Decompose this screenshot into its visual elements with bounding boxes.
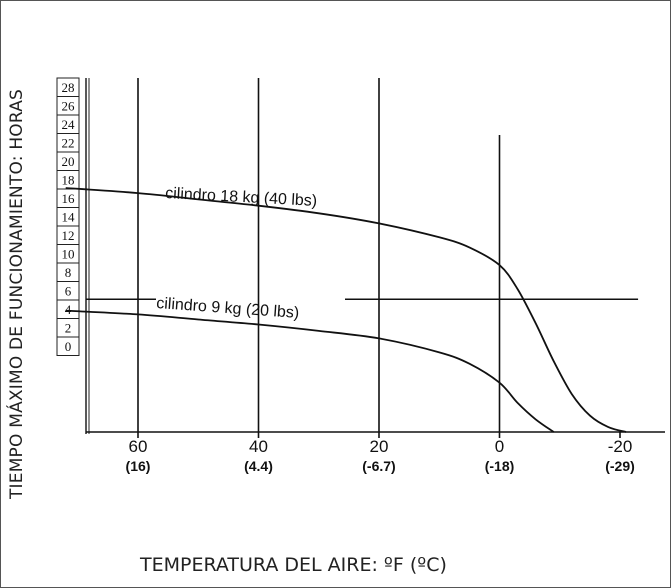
x-tick-label-f: 60 <box>129 437 148 456</box>
y-tick-column <box>56 77 80 356</box>
y-axis-label: TIEMPO MÁXIMO DE FUNCIONAMIENTO: HORAS <box>7 88 27 500</box>
y-axis-label-area: TIEMPO MÁXIMO DE FUNCIONAMIENTO: HORAS <box>0 0 34 588</box>
x-tick-label-c: (-18) <box>485 458 515 474</box>
y-tick-label: 22 <box>62 135 75 150</box>
y-tick-label: 4 <box>65 302 72 317</box>
x-tick-label-f: -20 <box>608 437 633 456</box>
y-tick-label: 14 <box>62 209 76 224</box>
y-tick-label: 18 <box>62 172 75 187</box>
x-tick-label-c: (-29) <box>605 458 635 474</box>
x-tick-label-f: 0 <box>495 437 504 456</box>
x-tick-label-f: 20 <box>370 437 389 456</box>
y-tick-label: 8 <box>65 265 72 280</box>
series-line-9kg <box>65 309 555 433</box>
y-tick-label: 24 <box>62 117 76 132</box>
y-tick-label: 26 <box>62 98 76 113</box>
x-tick-label-c: (16) <box>126 458 151 474</box>
series-line-18kg <box>65 187 627 433</box>
y-tick-label: 10 <box>62 246 75 261</box>
y-tick-label: 28 <box>62 80 75 95</box>
y-tick-label: 16 <box>62 191 76 206</box>
series-label-18kg: cilindro 18 kg (40 lbs) <box>165 185 318 210</box>
x-tick-label-c: (-6.7) <box>362 458 395 474</box>
y-tick-label: 6 <box>65 283 72 298</box>
x-axis-label: TEMPERATURA DEL AIRE: ºF (ºC) <box>140 554 447 576</box>
x-tick-label-f: 40 <box>249 437 268 456</box>
x-tick-label-c: (4.4) <box>244 458 273 474</box>
y-tick-label: 20 <box>62 154 75 169</box>
y-tick-label: 12 <box>62 228 75 243</box>
y-tick-label: 0 <box>65 339 72 354</box>
y-tick-label: 2 <box>65 320 72 335</box>
